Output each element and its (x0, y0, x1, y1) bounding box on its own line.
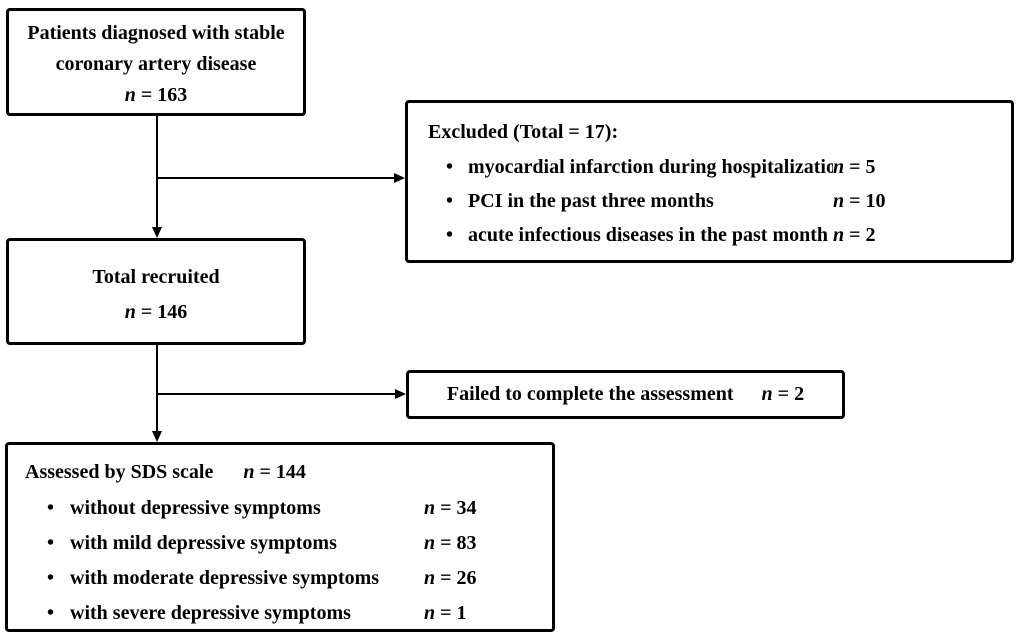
excluded-item-count: n = 2 (833, 224, 993, 247)
n-symbol: n (833, 189, 845, 212)
bullet-icon: • (446, 155, 454, 178)
connector-branch-to-failed (157, 393, 396, 395)
diagnosed-count: n = 163 (125, 80, 188, 111)
arrowhead-down-icon (152, 431, 162, 442)
excluded-item-row: • PCI in the past three months n = 10 (428, 184, 993, 218)
n-symbol: n (424, 497, 436, 519)
n-symbol: n (124, 300, 136, 323)
excluded-item-count: n = 10 (833, 190, 993, 213)
assessed-item-label: with severe depressive symptoms (70, 602, 351, 624)
failed-count: n = 2 (762, 383, 805, 406)
assessed-item-row: • with moderate depressive symptoms n = … (25, 561, 534, 596)
assessed-item-count: n = 26 (424, 567, 534, 590)
n-symbol: n (833, 155, 845, 178)
bullet-icon: • (446, 223, 454, 246)
excluded-item-row: • myocardial infarction during hospitali… (428, 150, 993, 184)
diagnosed-line-2: coronary artery disease (55, 52, 257, 75)
n-value: = 146 (135, 300, 188, 323)
assessed-item-row: • with severe depressive symptoms n = 1 (25, 596, 534, 631)
assessed-item-label: with mild depressive symptoms (70, 532, 337, 554)
box-patients-diagnosed: Patients diagnosed with stable coronary … (6, 8, 306, 116)
n-symbol: n (124, 83, 136, 106)
n-value: = 26 (435, 567, 477, 589)
bullet-icon: • (47, 602, 55, 624)
assessed-item-count: n = 1 (424, 602, 534, 625)
recruited-count: n = 146 (125, 295, 188, 330)
excluded-title: Excluded (Total = 17): (428, 121, 619, 143)
n-symbol: n (243, 461, 255, 483)
diagnosed-line-1: Patients diagnosed with stable (27, 21, 285, 44)
assessed-title: Assessed by SDS scale (25, 461, 214, 483)
box-assessed-sds: Assessed by SDS scale n = 144 • without … (5, 442, 555, 632)
assessed-item-count: n = 83 (424, 532, 534, 555)
excluded-item-label: PCI in the past three months (468, 189, 714, 212)
assessed-item-label: without depressive symptoms (70, 497, 321, 519)
excluded-item-count: n = 5 (833, 156, 993, 179)
bullet-icon: • (446, 189, 454, 212)
bullet-icon: • (47, 532, 55, 554)
n-symbol: n (424, 567, 436, 589)
n-symbol: n (424, 532, 436, 554)
connector-diagnosed-to-recruited (156, 115, 158, 229)
assessed-item-row: • without depressive symptoms n = 34 (25, 491, 534, 526)
n-symbol: n (424, 602, 436, 624)
assessed-title-row: Assessed by SDS scale n = 144 (25, 456, 534, 488)
arrowhead-right-icon (395, 389, 406, 399)
n-value: = 5 (844, 155, 876, 178)
n-value: = 83 (435, 532, 477, 554)
bullet-icon: • (47, 497, 55, 519)
n-value: = 144 (254, 461, 306, 483)
n-value: = 34 (435, 497, 477, 519)
arrowhead-right-icon (394, 173, 405, 183)
assessed-count: n = 144 (243, 456, 306, 488)
recruited-title: Total recruited (92, 265, 220, 288)
n-value: = 2 (844, 223, 876, 246)
n-symbol: n (761, 383, 773, 405)
assessed-item-row: • with mild depressive symptoms n = 83 (25, 526, 534, 561)
excluded-item-label: acute infectious diseases in the past mo… (468, 223, 829, 246)
failed-label: Failed to complete the assessment (446, 383, 734, 405)
bullet-icon: • (47, 567, 55, 589)
box-excluded: Excluded (Total = 17): • myocardial infa… (405, 100, 1014, 263)
connector-recruited-to-assessed (156, 344, 158, 433)
box-total-recruited: Total recruited n = 146 (6, 238, 306, 345)
connector-branch-to-excluded (157, 177, 395, 179)
n-symbol: n (833, 223, 845, 246)
n-value: = 2 (772, 383, 805, 405)
n-value: = 10 (844, 189, 886, 212)
assessed-item-label: with moderate depressive symptoms (70, 567, 380, 589)
excluded-item-row: • acute infectious diseases in the past … (428, 218, 993, 252)
assessed-item-count: n = 34 (424, 497, 534, 520)
n-value: = 163 (135, 83, 188, 106)
arrowhead-down-icon (152, 227, 162, 238)
excluded-item-label: myocardial infarction during hospitaliza… (468, 155, 833, 178)
n-value: = 1 (435, 602, 467, 624)
box-failed-assessment: Failed to complete the assessment n = 2 (406, 370, 845, 419)
